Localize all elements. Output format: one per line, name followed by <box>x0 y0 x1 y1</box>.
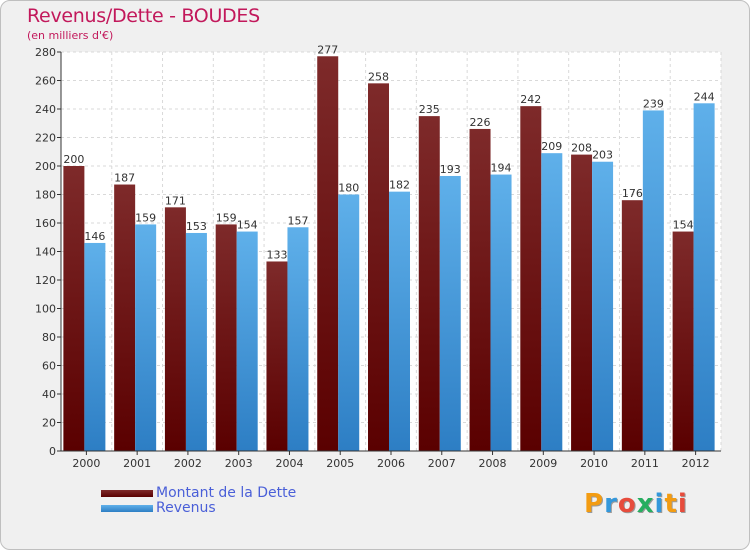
data-label-dette: 176 <box>622 187 643 200</box>
bar-revenus <box>642 110 664 452</box>
data-label-revenus: 209 <box>541 140 562 153</box>
data-label-revenus: 244 <box>694 90 715 103</box>
data-label-revenus: 146 <box>84 230 105 243</box>
bar-dette <box>164 207 186 451</box>
x-tick-label: 2005 <box>326 457 354 470</box>
y-tick-label: 80 <box>42 331 56 344</box>
y-tick-label: 140 <box>35 246 56 259</box>
y-tick-label: 260 <box>35 75 56 88</box>
logo-letter: t <box>664 489 678 519</box>
legend-swatch-dette <box>101 490 153 497</box>
y-tick-label: 20 <box>42 417 56 430</box>
data-label-dette: 159 <box>216 211 237 224</box>
data-label-revenus: 239 <box>643 97 664 110</box>
logo-letter: x <box>636 489 655 519</box>
x-tick-label: 2009 <box>529 457 557 470</box>
bar-revenus <box>592 161 614 451</box>
data-label-dette: 258 <box>368 70 389 83</box>
data-label-revenus: 154 <box>237 219 258 232</box>
bar-revenus <box>135 224 157 451</box>
x-tick-label: 2012 <box>682 457 710 470</box>
bar-revenus <box>338 194 360 451</box>
x-tick-label: 2006 <box>377 457 405 470</box>
bar-dette <box>520 106 542 452</box>
y-tick-label: 100 <box>35 303 56 316</box>
bar-dette <box>469 128 491 451</box>
proxiti-logo: Proxiti <box>584 489 688 519</box>
data-label-dette: 277 <box>317 43 338 56</box>
y-tick-label: 240 <box>35 103 56 116</box>
data-label-revenus: 159 <box>135 211 156 224</box>
bar-revenus <box>84 242 106 451</box>
bar-revenus <box>541 153 563 452</box>
y-tick-label: 200 <box>35 160 56 173</box>
bar-revenus <box>439 175 461 451</box>
x-tick-label: 2003 <box>225 457 253 470</box>
legend-label-dette: Montant de la Dette <box>156 485 297 501</box>
x-tick-label: 2010 <box>580 457 608 470</box>
x-tick-label: 2011 <box>631 457 659 470</box>
bar-revenus <box>693 103 715 452</box>
bar-dette <box>215 224 237 451</box>
data-label-dette: 200 <box>63 153 84 166</box>
y-tick-label: 180 <box>35 189 56 202</box>
x-tick-label: 2001 <box>123 457 151 470</box>
bar-dette <box>266 261 288 451</box>
x-tick-label: 2000 <box>72 457 100 470</box>
y-tick-label: 0 <box>49 445 56 458</box>
data-label-dette: 154 <box>673 219 694 232</box>
y-tick-label: 280 <box>35 46 56 59</box>
data-label-dette: 133 <box>266 248 287 261</box>
data-label-revenus: 157 <box>287 214 308 227</box>
data-label-dette: 171 <box>165 194 186 207</box>
data-label-revenus: 180 <box>338 182 359 195</box>
bar-revenus <box>236 231 258 451</box>
x-tick-label: 2002 <box>174 457 202 470</box>
data-label-dette: 242 <box>520 93 541 106</box>
bar-revenus <box>287 227 309 451</box>
bar-dette <box>114 184 136 451</box>
legend-swatch-revenus <box>101 505 153 512</box>
data-label-revenus: 182 <box>389 179 410 192</box>
bar-dette <box>418 116 440 451</box>
logo-letter: r <box>604 489 618 519</box>
data-label-dette: 187 <box>114 172 135 185</box>
bar-dette <box>368 83 389 451</box>
data-label-revenus: 203 <box>592 149 613 162</box>
data-label-revenus: 153 <box>186 220 207 233</box>
y-tick-label: 120 <box>35 274 56 287</box>
data-label-dette: 208 <box>571 142 592 155</box>
y-tick-label: 40 <box>42 388 56 401</box>
logo-letter: i <box>677 489 688 519</box>
logo-letter: P <box>584 489 605 519</box>
x-tick-label: 2008 <box>479 457 507 470</box>
bar-revenus <box>185 232 207 451</box>
legend-label-revenus: Revenus <box>156 500 216 516</box>
chart-subtitle: (en milliers d'€) <box>27 29 114 42</box>
bar-dette <box>317 56 339 452</box>
data-label-dette: 235 <box>419 103 440 116</box>
y-tick-label: 160 <box>35 217 56 230</box>
x-tick-label: 2007 <box>428 457 456 470</box>
y-tick-label: 60 <box>42 360 56 373</box>
data-label-revenus: 194 <box>491 162 512 175</box>
y-tick-label: 220 <box>35 132 56 145</box>
bar-dette <box>63 166 85 451</box>
x-tick-label: 2004 <box>275 457 303 470</box>
logo-letter: i <box>654 489 665 519</box>
bar-revenus <box>490 174 512 452</box>
bar-dette <box>621 200 643 451</box>
logo-letter: o <box>617 489 637 519</box>
bar-dette <box>672 231 694 451</box>
bar-revenus <box>389 191 410 451</box>
bar-dette <box>571 154 593 451</box>
data-label-revenus: 193 <box>440 163 461 176</box>
data-label-dette: 226 <box>470 116 491 129</box>
chart-title: Revenus/Dette - BOUDES <box>27 5 260 27</box>
